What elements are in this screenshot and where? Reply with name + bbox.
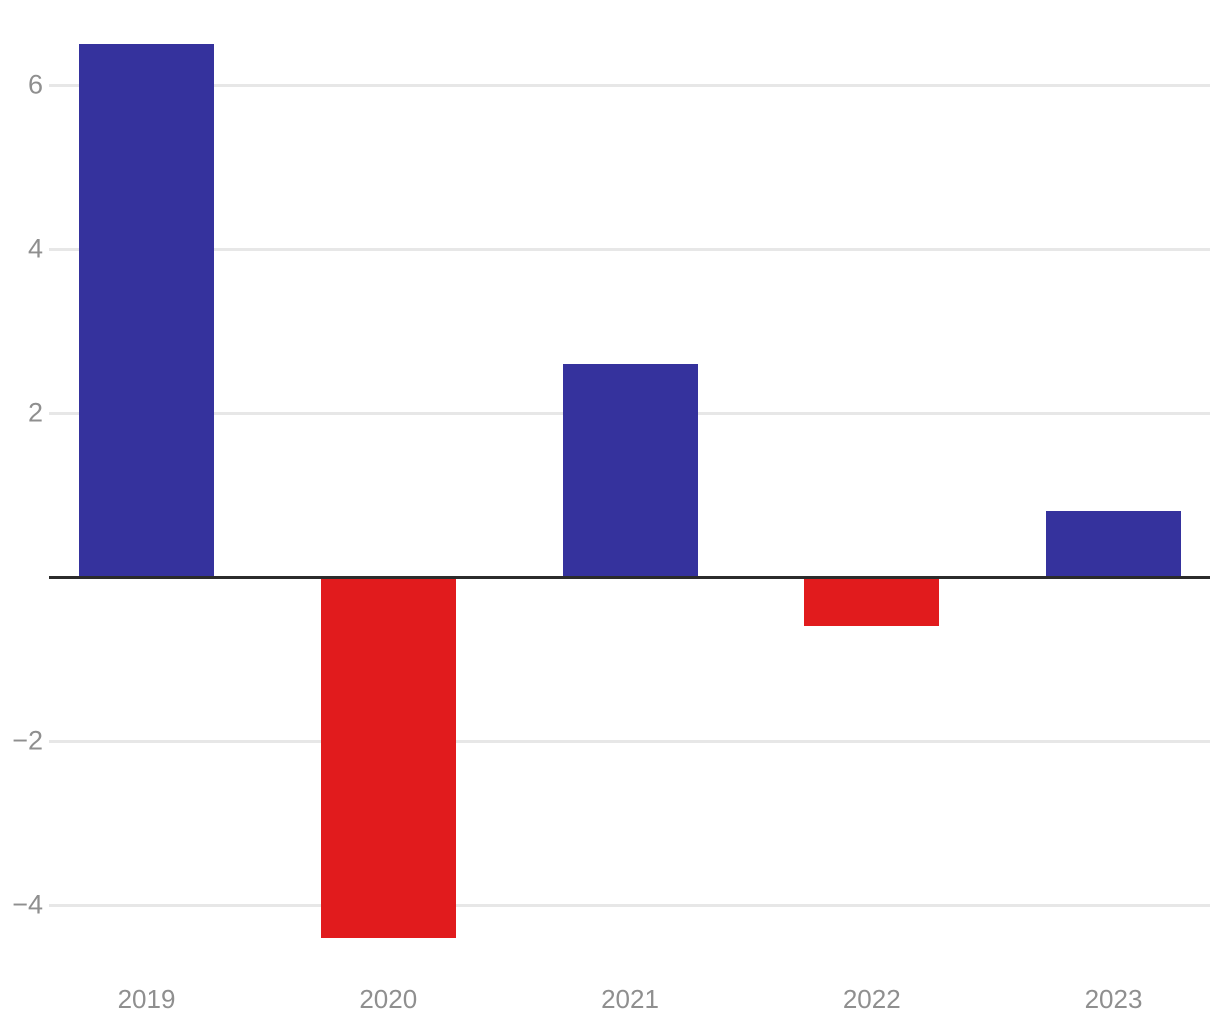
x-axis-tick-label: 2019 <box>117 984 176 1014</box>
gridline <box>49 83 1210 87</box>
y-axis-tick-label: −2 <box>12 725 43 756</box>
x-axis-tick-label: 2020 <box>359 984 418 1014</box>
bar-2020 <box>320 577 456 938</box>
gridline <box>49 739 1210 743</box>
bar-2019 <box>79 44 214 577</box>
x-axis-tick-label: 2023 <box>1084 984 1143 1014</box>
y-axis-tick-label: 6 <box>27 69 43 100</box>
y-axis-tick-label: −4 <box>12 889 43 920</box>
y-axis-tick-label: 4 <box>27 233 43 264</box>
x-axis-line <box>49 575 1210 579</box>
gridline <box>49 247 1210 251</box>
gridline <box>49 903 1210 907</box>
bar-2022 <box>804 577 940 627</box>
bar-2023 <box>1046 511 1181 577</box>
x-axis-tick-label: 2021 <box>601 984 659 1014</box>
bar-2021 <box>562 363 698 577</box>
y-axis-tick-label: 2 <box>27 397 43 428</box>
x-axis-tick-label: 2022 <box>842 984 901 1014</box>
